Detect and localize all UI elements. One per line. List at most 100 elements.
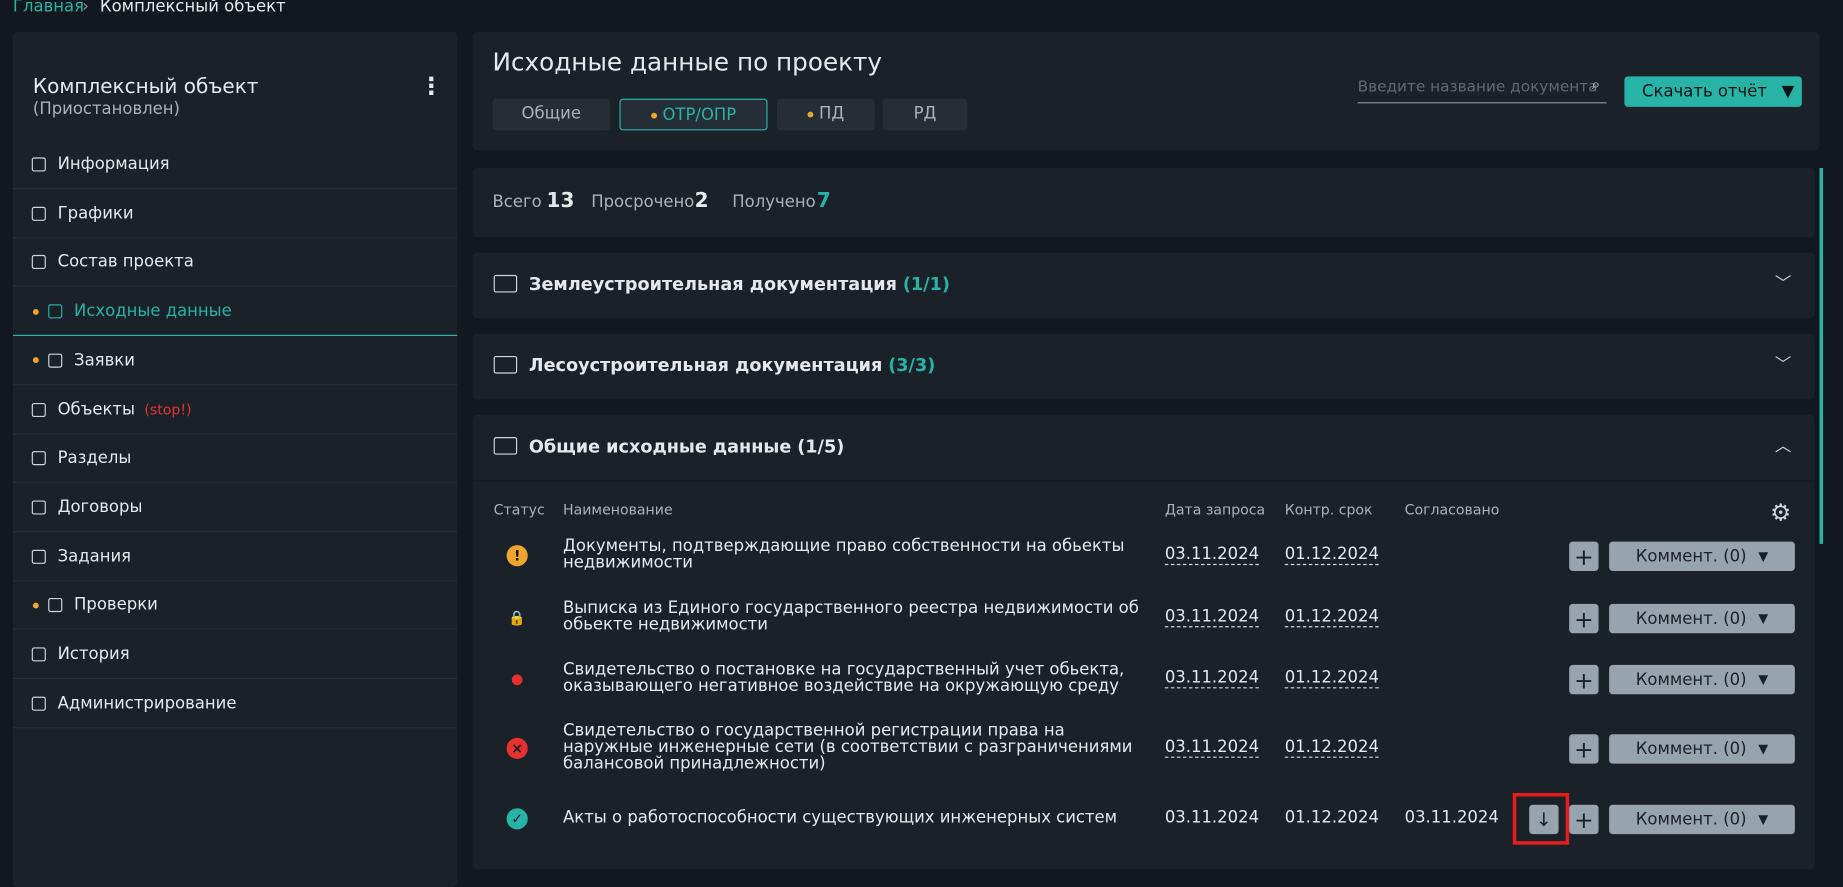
stat-value: 13 bbox=[546, 189, 575, 213]
add-button[interactable]: + bbox=[1569, 804, 1599, 835]
request-date[interactable]: 03.11.2024 bbox=[1164, 545, 1260, 566]
menu-item[interactable]: Исходные данные bbox=[12, 288, 458, 337]
menu-label: Информация bbox=[57, 155, 170, 174]
sidebar-status: (Приостановлен) bbox=[32, 99, 180, 119]
search-input[interactable]: Введите название документа bbox=[1357, 79, 1607, 104]
section-title[interactable]: Общие исходные данные (1/5) bbox=[529, 436, 844, 457]
stat-value: 7 bbox=[816, 189, 831, 213]
add-button[interactable]: + bbox=[1569, 664, 1599, 695]
comment-button[interactable]: Коммент. (0) ▼ bbox=[1609, 541, 1795, 571]
menu-label: Заявки bbox=[74, 351, 135, 370]
menu-item[interactable]: Информация bbox=[12, 141, 458, 190]
document-name: Выписка из Единого государственного реес… bbox=[563, 599, 1139, 635]
folder-icon bbox=[493, 355, 518, 374]
chevron[interactable]: ︿ bbox=[1774, 437, 1792, 456]
add-button[interactable]: + bbox=[1569, 541, 1599, 571]
sidebar: Комплексный объект (Приостановлен) ⋮ Информ… bbox=[12, 31, 458, 887]
menu-label: Администрирование bbox=[57, 693, 237, 713]
divider bbox=[472, 480, 1815, 482]
menu-label: Объекты bbox=[57, 400, 135, 419]
chevron[interactable]: ﹀ bbox=[1774, 355, 1792, 375]
menu-label: Проверки bbox=[74, 595, 158, 615]
menu-item[interactable]: Администрирование bbox=[12, 680, 458, 729]
highlight-box bbox=[1512, 792, 1570, 845]
download-button[interactable]: Скачать отчёт ▼ bbox=[1624, 76, 1802, 107]
stat-label: Всего bbox=[492, 192, 542, 212]
comment-label: Коммент. (0) bbox=[1635, 546, 1747, 566]
menu-label: Графики bbox=[57, 204, 134, 223]
comment-label: Коммент. (0) bbox=[1635, 670, 1747, 690]
menu-item[interactable]: Договоры bbox=[12, 484, 458, 533]
add-button[interactable]: + bbox=[1569, 734, 1599, 764]
chevron[interactable]: ﹀ bbox=[1774, 274, 1792, 294]
deadline-date[interactable]: 01.12.2024 bbox=[1284, 545, 1379, 566]
download-label: Скачать отчёт bbox=[1642, 82, 1767, 102]
sidebar-title: Комплексный объект bbox=[32, 75, 259, 99]
menu-item[interactable]: Задания bbox=[12, 533, 458, 582]
menu-item[interactable]: Проверки bbox=[12, 582, 458, 631]
section-panel: Общие исходные данные (1/5) ︿ bbox=[472, 414, 1815, 870]
header-panel: Исходные данные по проекту Общие ОТР/ОПР ПД… bbox=[472, 31, 1820, 151]
breadcrumb-sep: › bbox=[82, 0, 89, 17]
menu-item[interactable]: История bbox=[12, 631, 458, 680]
request-date[interactable]: 03.11.2024 bbox=[1164, 668, 1260, 689]
comment-button[interactable]: Коммент. (0) ▼ bbox=[1609, 804, 1795, 835]
search-icon: ⌕ bbox=[1591, 76, 1601, 94]
folder-icon bbox=[493, 437, 518, 455]
comment-label: Коммент. (0) bbox=[1635, 609, 1747, 628]
section-name: Общие исходные данные bbox=[528, 435, 792, 457]
settings-icon[interactable]: ⚙ bbox=[1770, 498, 1792, 527]
comment-button[interactable]: Коммент. (0) ▼ bbox=[1609, 664, 1795, 695]
column-header: Контр. срок bbox=[1284, 501, 1373, 519]
comment-button[interactable]: Коммент. (0) ▼ bbox=[1609, 603, 1795, 634]
breadcrumb-current: Комплексный объект bbox=[99, 0, 286, 17]
menu-item[interactable]: Разделы bbox=[12, 435, 458, 484]
tab-label: ОТР/ОПР bbox=[662, 105, 737, 125]
tab-label: Общие bbox=[521, 104, 581, 124]
column-header: Статус bbox=[493, 501, 545, 519]
stats-panel: Всего 13 Просрочено 2 Получено 7 bbox=[472, 167, 1815, 238]
tab[interactable]: ОТР/ОПР bbox=[619, 98, 768, 131]
section-title[interactable]: Землеустроительная документация (1/1) bbox=[529, 274, 950, 295]
deadline-date[interactable]: 01.12.2024 bbox=[1284, 668, 1379, 689]
section-name: Лесоустроительная документация bbox=[528, 354, 883, 376]
tab[interactable]: Общие bbox=[492, 98, 611, 131]
status-icon: × bbox=[506, 737, 528, 759]
deadline-date: 01.12.2024 bbox=[1284, 808, 1379, 828]
stat-label: Получено bbox=[732, 192, 816, 212]
section-count: (3/3) bbox=[888, 354, 936, 376]
status-icon: ✓ bbox=[506, 808, 528, 830]
section-count: (1/1) bbox=[902, 273, 950, 295]
document-name: Свидетельство о постановке на государств… bbox=[563, 660, 1125, 696]
section-count: (1/5) bbox=[797, 435, 845, 457]
column-header: Наименование bbox=[563, 501, 673, 519]
deadline-date[interactable]: 01.12.2024 bbox=[1284, 607, 1379, 628]
kebab-menu[interactable]: ⋮ bbox=[419, 71, 444, 100]
tab-label: ПД bbox=[818, 104, 845, 124]
comment-button[interactable]: Коммент. (0) ▼ bbox=[1609, 734, 1795, 764]
deadline-date[interactable]: 01.12.2024 bbox=[1284, 737, 1379, 758]
menu-item[interactable]: Графики bbox=[12, 190, 458, 239]
menu-item[interactable]: Объекты (stop!) bbox=[12, 386, 458, 435]
status-icon: ! bbox=[506, 545, 528, 567]
menu-item[interactable]: Состав проекта bbox=[12, 239, 458, 288]
stat-label: Просрочено bbox=[591, 192, 695, 212]
menu-label: Задания bbox=[57, 546, 132, 566]
menu-label: История bbox=[57, 644, 130, 664]
breadcrumb-link[interactable]: Главная bbox=[12, 0, 85, 17]
tab-label: РД bbox=[913, 104, 937, 124]
comment-label: Коммент. (0) bbox=[1635, 810, 1747, 829]
add-button[interactable]: + bbox=[1569, 603, 1599, 634]
request-date: 03.11.2024 bbox=[1164, 808, 1260, 828]
section-title[interactable]: Лесоустроительная документация (3/3) bbox=[529, 355, 935, 376]
request-date[interactable]: 03.11.2024 bbox=[1164, 607, 1260, 628]
download-file-button[interactable]: ↓ bbox=[1529, 804, 1559, 835]
menu-item[interactable]: Заявки bbox=[12, 337, 458, 386]
tab[interactable]: РД bbox=[882, 98, 968, 131]
tab[interactable]: ПД bbox=[776, 98, 875, 131]
stat-value: 2 bbox=[694, 189, 709, 213]
request-date[interactable]: 03.11.2024 bbox=[1164, 737, 1260, 758]
approved-date: 03.11.2024 bbox=[1404, 808, 1499, 828]
